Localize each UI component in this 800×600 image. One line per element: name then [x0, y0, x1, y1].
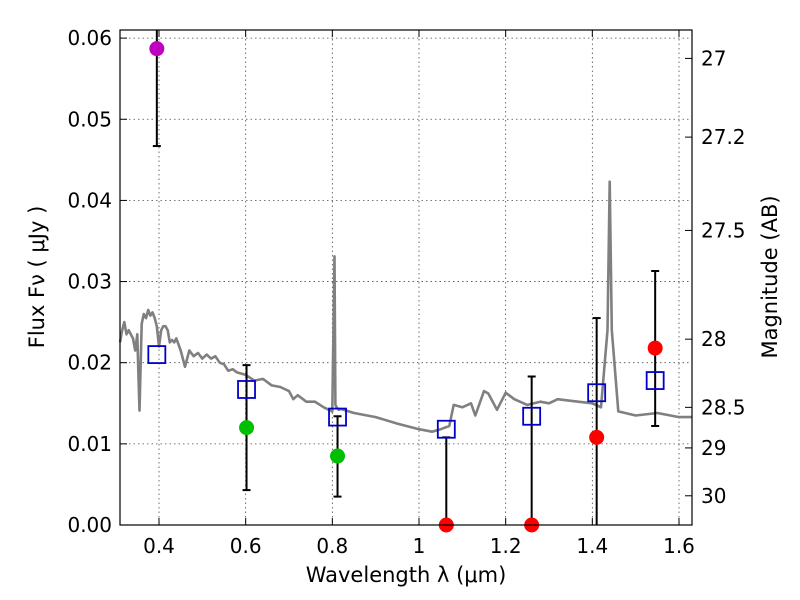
- x-axis-ticks: 0.4 0.6 0.8 1 1.2 1.4 1.6: [143, 30, 695, 558]
- model-point: [147, 345, 167, 364]
- y2-tick-label: 29: [701, 436, 726, 460]
- model-point: [328, 407, 347, 427]
- y2-axis-ticks: 27 27.2 27.5 28 28.5 29 30: [685, 46, 746, 508]
- y-tick-label: 0.05: [67, 107, 112, 131]
- y-tick-label: 0.06: [67, 26, 112, 50]
- observed-point: [647, 340, 663, 356]
- y2-tick-label: 30: [701, 484, 726, 508]
- x-tick-label: 1.6: [663, 534, 695, 558]
- model-point: [587, 383, 607, 403]
- model-point: [237, 380, 256, 399]
- y-tick-label: 0.03: [67, 270, 112, 294]
- model-point: [645, 371, 665, 390]
- model-point: [436, 419, 456, 439]
- x-tick-label: 0.6: [230, 534, 262, 558]
- observed-point: [149, 41, 165, 57]
- y-tick-label: 0.02: [67, 351, 112, 375]
- y-axis-label: Flux Fν ( μJy ): [25, 206, 49, 349]
- error-bar-layer: [152, 30, 660, 525]
- y2-tick-label: 27.5: [701, 218, 746, 242]
- model-point: [522, 406, 542, 426]
- x-tick-label: 0.4: [143, 534, 175, 558]
- y2-tick-label: 28: [701, 327, 726, 351]
- x-tick-label: 0.8: [316, 534, 348, 558]
- observed-point: [589, 429, 605, 445]
- y-tick-label: 0.04: [67, 188, 112, 212]
- y2-tick-label: 27: [701, 46, 726, 70]
- y2-axis-label: Magnitude (AB): [758, 195, 782, 358]
- observed-point: [330, 448, 346, 464]
- model-spectrum-layer: [118, 180, 692, 434]
- plot-frame: [119, 29, 693, 526]
- y2-tick-label: 28.5: [701, 395, 746, 419]
- x-tick-label: 1.4: [576, 534, 608, 558]
- grid-lines: [120, 30, 692, 526]
- observed-point: [239, 420, 255, 436]
- x-tick-label: 1: [413, 534, 426, 558]
- model-points-layer: [147, 345, 665, 439]
- observed-points-layer: [149, 41, 663, 533]
- x-tick-label: 1.2: [490, 534, 522, 558]
- y-axis-ticks: 0.00 0.01 0.02 0.03 0.04 0.05 0.06: [67, 26, 127, 537]
- y2-tick-label: 27.2: [701, 125, 746, 149]
- y-tick-label: 0.01: [67, 432, 112, 456]
- x-axis-label: Wavelength λ (μm): [306, 563, 507, 587]
- y-tick-label: 0.00: [67, 513, 112, 537]
- model-spectrum-line: [118, 180, 692, 434]
